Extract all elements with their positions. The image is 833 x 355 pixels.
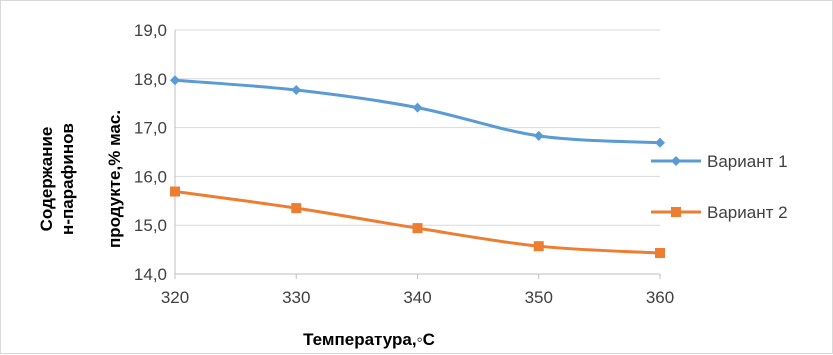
- y-tick-label: 16,0: [134, 167, 167, 186]
- x-tick-label: 350: [525, 288, 553, 307]
- legend-item-1: Вариант 1: [651, 152, 788, 171]
- y-tick-labels: 14,0 15,0 16,0 17,0 18,0 19,0: [134, 21, 167, 284]
- legend-marker: [671, 156, 681, 166]
- y-tick-label: 19,0: [134, 21, 167, 40]
- x-tick-label: 330: [282, 288, 310, 307]
- y-tick-label: 14,0: [134, 265, 167, 284]
- data-point: [291, 85, 302, 96]
- series-line: [173, 190, 662, 255]
- x-axis-title: Температура,◦С: [303, 330, 435, 349]
- x-tick-label: 320: [161, 288, 189, 307]
- legend: Вариант 1 Вариант 2: [651, 152, 788, 222]
- y-tick-label: 17,0: [134, 119, 167, 138]
- axes: [174, 30, 661, 279]
- data-point: [170, 75, 180, 86]
- x-tick-label: 360: [646, 288, 674, 307]
- legend-label: Вариант 1: [707, 152, 788, 171]
- data-point: [533, 130, 544, 141]
- series-2: [170, 186, 665, 259]
- x-tick-labels: 320 330 340 350 360: [161, 288, 674, 307]
- data-point: [412, 223, 423, 234]
- data-point: [533, 241, 544, 252]
- series-1: [170, 75, 665, 148]
- gridlines: [175, 29, 660, 226]
- y-tick-label: 15,0: [134, 216, 167, 235]
- series-group: [170, 75, 665, 259]
- y-axis-title: Содержание н-парафинов продукте,% мас.: [37, 110, 124, 248]
- legend-item-2: Вариант 2: [651, 203, 788, 222]
- y-axis-title-line-2: н-парафинов: [58, 123, 77, 235]
- legend-marker: [671, 207, 681, 217]
- data-point: [412, 102, 423, 113]
- y-axis-title-line-3: продукте,% мас.: [105, 110, 124, 248]
- data-point: [655, 137, 665, 148]
- x-tick-label: 340: [403, 288, 431, 307]
- legend-label: Вариант 2: [707, 203, 788, 222]
- y-axis-title-line-1: Содержание: [37, 127, 56, 232]
- y-tick-label: 18,0: [134, 70, 167, 89]
- data-point: [291, 203, 302, 214]
- data-point: [170, 186, 180, 197]
- data-point: [655, 248, 665, 259]
